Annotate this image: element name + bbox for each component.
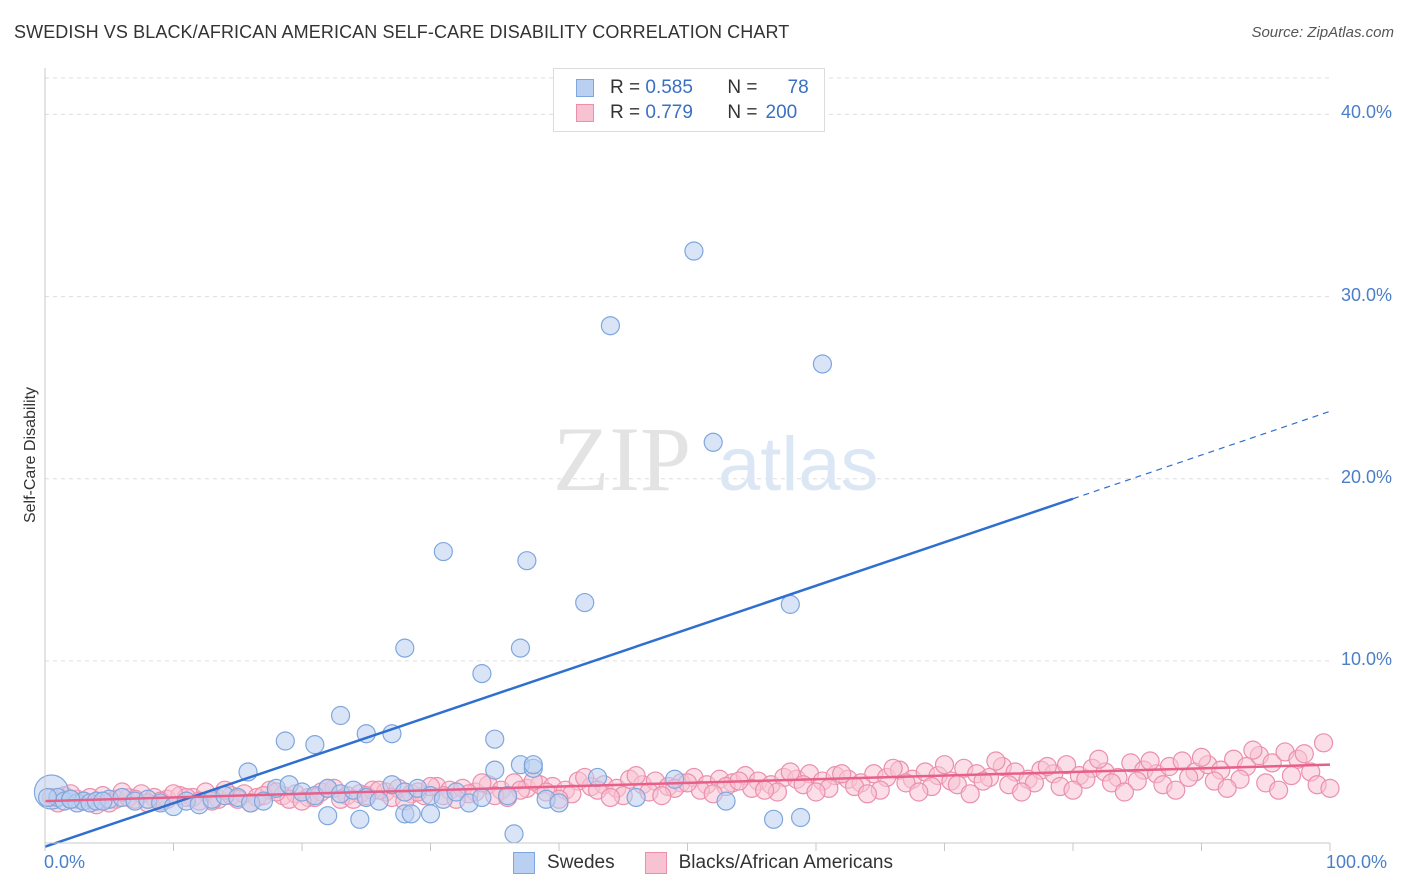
- y-tick-label: 20.0%: [1341, 467, 1392, 488]
- swedes-point: [627, 788, 645, 806]
- swedes-point: [505, 825, 523, 843]
- blacks-point: [884, 759, 902, 777]
- blacks-point: [1218, 779, 1236, 797]
- blacks-point: [1244, 741, 1262, 759]
- swedes-point: [511, 639, 529, 657]
- y-tick-label: 30.0%: [1341, 285, 1392, 306]
- blacks-swatch: [576, 104, 594, 122]
- legend-row-blacks: R = 0.779 N = 200: [576, 102, 797, 124]
- blacks-point: [1193, 748, 1211, 766]
- swedes-point: [781, 595, 799, 613]
- blacks-point: [936, 756, 954, 774]
- blacks-point: [910, 783, 928, 801]
- swedes-point: [486, 761, 504, 779]
- swedes-point: [422, 805, 440, 823]
- legend-n-label: N =: [727, 102, 757, 124]
- blacks-point: [781, 763, 799, 781]
- blacks-point: [961, 785, 979, 803]
- legend-n-label: N =: [727, 77, 757, 99]
- blacks-point: [1167, 781, 1185, 799]
- blacks-point: [833, 765, 851, 783]
- blacks-point: [858, 785, 876, 803]
- swedes-point: [717, 792, 735, 810]
- blacks-point: [601, 788, 619, 806]
- swedes-trend-extension: [1073, 411, 1330, 498]
- swedes-point: [589, 768, 607, 786]
- legend-row-swedes: R = 0.585 N = 78: [576, 77, 809, 99]
- swedes-point: [765, 810, 783, 828]
- legend-n-value: 78: [788, 77, 809, 99]
- swedes-point: [351, 810, 369, 828]
- swedes-point: [306, 736, 324, 754]
- swedes-point: [402, 805, 420, 823]
- blacks-point: [987, 752, 1005, 770]
- swedes-point: [550, 794, 568, 812]
- blacks-legend-swatch: [645, 852, 667, 874]
- blacks-legend-label: Blacks/African Americans: [679, 852, 893, 874]
- swedes-legend-label: Swedes: [547, 852, 615, 874]
- blacks-point: [1064, 781, 1082, 799]
- swedes-point: [370, 792, 388, 810]
- grid-lines: [45, 78, 1330, 661]
- blacks-point: [807, 783, 825, 801]
- legend-r-label: R =: [610, 77, 640, 99]
- blacks-point: [1295, 745, 1313, 763]
- correlation-legend: R = 0.585 N = 78 R = 0.779 N = 200: [553, 68, 825, 132]
- swedes-point: [518, 552, 536, 570]
- legend-item-swedes: Swedes: [513, 852, 615, 874]
- blacks-point: [1115, 783, 1133, 801]
- swedes-point: [666, 770, 684, 788]
- blacks-point: [627, 767, 645, 785]
- swedes-point: [434, 543, 452, 561]
- watermark-atlas: atlas: [718, 422, 879, 507]
- legend-r-label: R =: [610, 102, 640, 124]
- legend-n-value: 200: [766, 102, 798, 124]
- swedes-point: [276, 732, 294, 750]
- swedes-point: [792, 809, 810, 827]
- swedes-point: [813, 355, 831, 373]
- swedes-point: [473, 665, 491, 683]
- swedes-point: [685, 242, 703, 260]
- y-tick-label: 40.0%: [1341, 102, 1392, 123]
- blacks-point: [1321, 779, 1339, 797]
- swedes-point: [94, 792, 112, 810]
- swedes-swatch: [576, 79, 594, 97]
- swedes-point: [396, 639, 414, 657]
- blacks-point: [756, 781, 774, 799]
- blacks-point: [1270, 781, 1288, 799]
- swedes-point: [332, 707, 350, 725]
- swedes-point: [576, 594, 594, 612]
- swedes-point: [39, 788, 57, 806]
- swedes-point: [486, 730, 504, 748]
- swedes-point: [319, 807, 337, 825]
- swedes-point: [473, 788, 491, 806]
- blacks-point: [1282, 767, 1300, 785]
- swedes-legend-swatch: [513, 852, 535, 874]
- blacks-point: [1141, 752, 1159, 770]
- blacks-point: [653, 787, 671, 805]
- legend-r-value: 0.779: [645, 102, 727, 124]
- y-tick-label: 10.0%: [1341, 649, 1392, 670]
- legend-item-blacks: Blacks/African Americans: [645, 852, 893, 874]
- watermark-zip: ZIP: [553, 408, 691, 510]
- swedes-point: [704, 433, 722, 451]
- legend-r-value: 0.585: [645, 77, 727, 99]
- swedes-point: [524, 756, 542, 774]
- swedes-points: [34, 242, 831, 843]
- blacks-point: [1315, 734, 1333, 752]
- blacks-point: [1013, 783, 1031, 801]
- scatter-plot: ZIP atlas: [0, 0, 1406, 892]
- watermark: ZIP atlas: [553, 408, 879, 510]
- blacks-point: [1090, 750, 1108, 768]
- series-legend: Swedes Blacks/African Americans: [0, 852, 1406, 874]
- swedes-point: [601, 317, 619, 335]
